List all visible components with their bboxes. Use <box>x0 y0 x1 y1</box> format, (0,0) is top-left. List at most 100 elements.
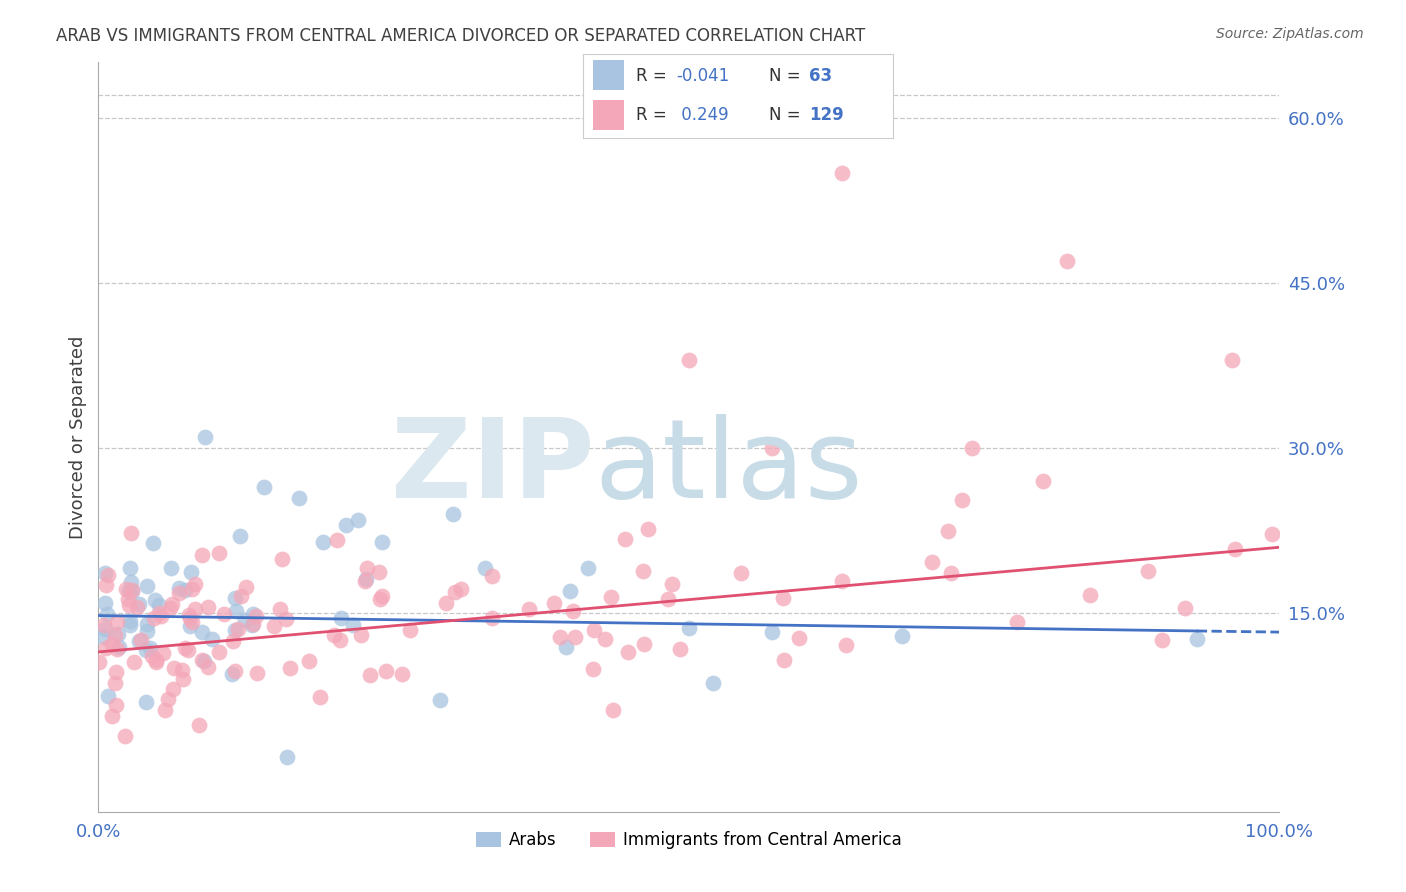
Point <box>212 607 235 621</box>
Point <box>276 612 298 626</box>
Point <box>167 585 190 599</box>
Point <box>97 567 120 582</box>
Point <box>702 676 724 690</box>
Point <box>224 591 246 605</box>
Point <box>94 596 117 610</box>
Point <box>787 631 810 645</box>
Point <box>183 577 205 591</box>
Point <box>1078 588 1101 602</box>
Point <box>101 709 124 723</box>
Point <box>105 665 128 679</box>
Point <box>429 693 451 707</box>
Point <box>263 619 285 633</box>
Bar <box>593 61 624 90</box>
Point <box>222 634 245 648</box>
Point <box>108 640 131 654</box>
Point <box>434 596 457 610</box>
Text: N =: N = <box>769 67 806 85</box>
Point <box>548 631 571 645</box>
Point <box>936 524 959 538</box>
Point <box>121 583 143 598</box>
Point <box>162 661 184 675</box>
Text: 0.249: 0.249 <box>676 105 728 123</box>
Point <box>159 560 181 574</box>
Point <box>225 604 247 618</box>
Point <box>87 656 110 670</box>
Point <box>142 611 165 625</box>
Point <box>342 617 364 632</box>
Point <box>118 618 141 632</box>
Point <box>657 592 679 607</box>
Point <box>602 703 624 717</box>
Text: 63: 63 <box>810 67 832 85</box>
Point <box>94 622 117 636</box>
Point <box>94 578 117 592</box>
Point <box>368 565 391 579</box>
Point <box>835 638 858 652</box>
Point <box>335 518 357 533</box>
Point <box>613 532 636 546</box>
Point <box>661 577 683 591</box>
Point <box>375 665 398 679</box>
Point <box>231 589 253 603</box>
Point <box>160 597 183 611</box>
Point <box>118 598 141 612</box>
Point <box>1136 564 1159 578</box>
Point <box>890 630 912 644</box>
Point <box>124 655 146 669</box>
Point <box>143 592 166 607</box>
Point <box>181 615 204 630</box>
Point <box>149 608 172 623</box>
Point <box>441 507 464 521</box>
Point <box>323 628 346 642</box>
Point <box>118 561 141 575</box>
Point <box>224 623 246 637</box>
Point <box>354 574 377 588</box>
Point <box>1223 542 1246 557</box>
Point <box>191 625 214 640</box>
Point <box>240 618 263 632</box>
Point <box>121 584 143 599</box>
Point <box>229 529 252 543</box>
Point <box>125 599 148 614</box>
Point <box>631 564 654 578</box>
Point <box>97 689 120 703</box>
Point <box>562 603 585 617</box>
Point <box>1261 526 1284 541</box>
Point <box>177 608 200 623</box>
Text: -0.041: -0.041 <box>676 67 730 85</box>
Point <box>135 695 157 709</box>
Point <box>371 534 394 549</box>
Point <box>481 611 503 625</box>
Point <box>921 555 943 569</box>
Point <box>329 611 352 625</box>
Point <box>101 637 124 651</box>
Text: N =: N = <box>769 105 806 123</box>
Point <box>391 666 413 681</box>
Point <box>170 663 193 677</box>
Point <box>181 582 204 597</box>
Point <box>669 642 692 657</box>
Point <box>104 676 127 690</box>
Point <box>761 625 783 640</box>
Point <box>224 664 246 678</box>
Point <box>187 718 209 732</box>
Point <box>129 633 152 648</box>
Point <box>761 441 783 455</box>
Y-axis label: Divorced or Separated: Divorced or Separated <box>69 335 87 539</box>
Point <box>359 668 381 682</box>
Point <box>135 643 157 657</box>
Point <box>180 565 202 579</box>
Point <box>233 613 256 627</box>
Point <box>582 623 605 637</box>
Point <box>1220 353 1243 368</box>
Point <box>593 632 616 647</box>
Legend: Arabs, Immigrants from Central America: Arabs, Immigrants from Central America <box>470 824 908 855</box>
Point <box>278 661 301 675</box>
Point <box>128 597 150 611</box>
Point <box>93 631 115 645</box>
Point <box>600 590 623 604</box>
Point <box>179 611 201 625</box>
Point <box>773 653 796 667</box>
Point <box>543 596 565 610</box>
